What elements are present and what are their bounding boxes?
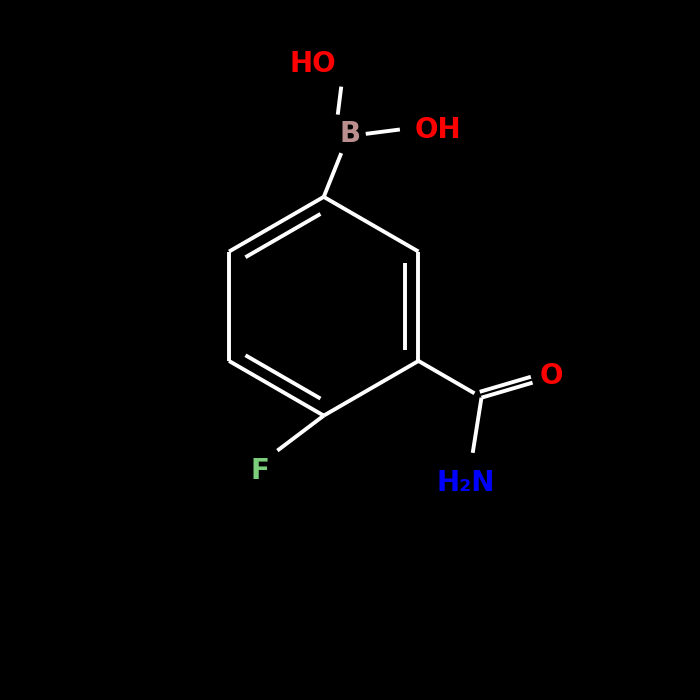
Text: B: B <box>340 120 360 148</box>
Text: F: F <box>251 457 270 484</box>
Text: OH: OH <box>414 116 461 144</box>
Text: O: O <box>540 362 564 390</box>
Text: H₂N: H₂N <box>437 470 495 498</box>
Text: HO: HO <box>290 50 337 78</box>
